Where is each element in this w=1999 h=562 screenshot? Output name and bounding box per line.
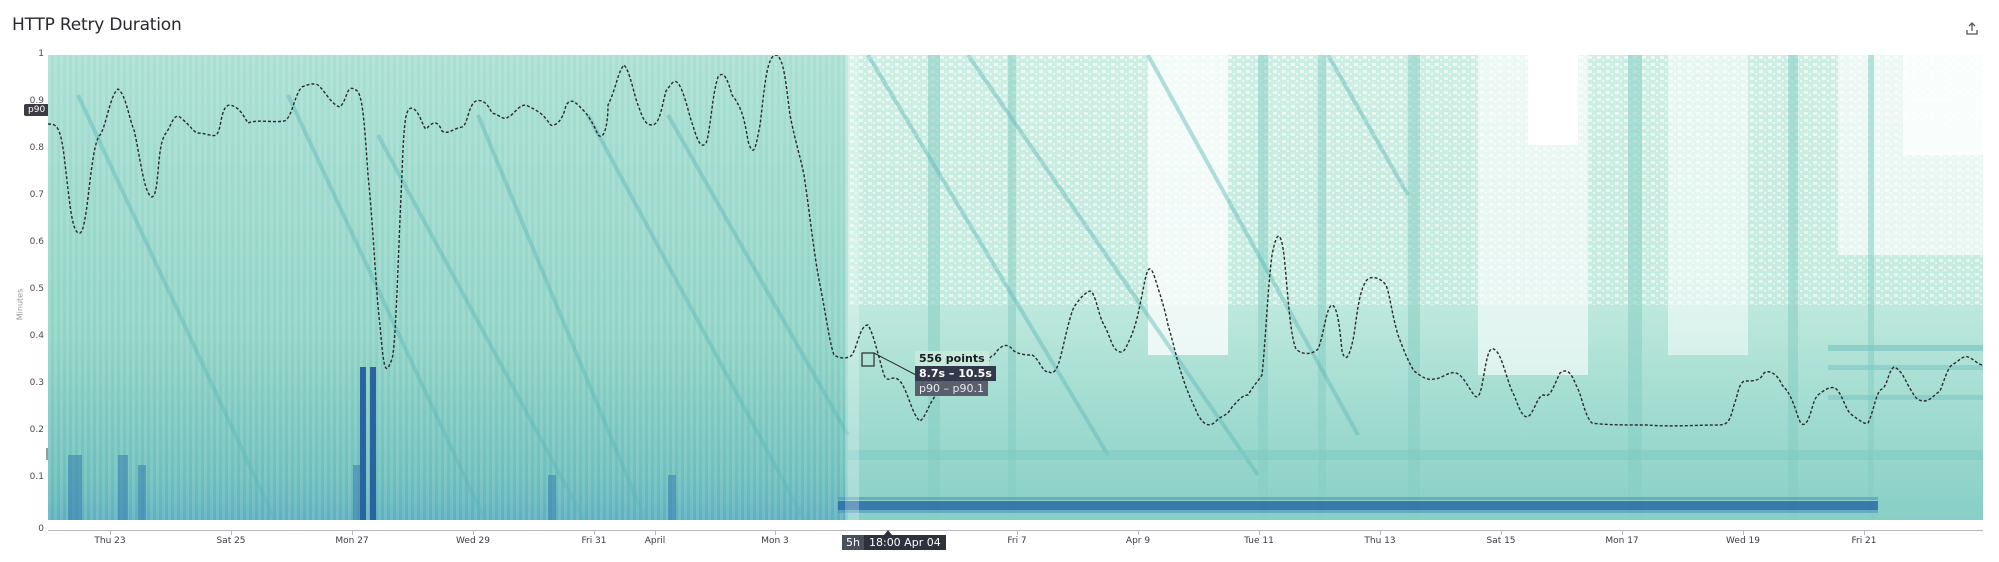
x-tick-label: Sat 15 [1486,536,1516,546]
tooltip-percentile: p90 – p90.1 [915,381,988,396]
y-axis-label: Minutes [15,288,25,321]
x-axis [48,530,1983,531]
x-tick-label: Thu 23 [94,536,126,546]
y-tick: 0.4 [29,331,44,341]
x-tick-label: Wed 29 [456,536,490,546]
x-tick-label: Fri 7 [1007,536,1027,546]
y-tick: 0.2 [29,425,44,435]
widget-title: HTTP Retry Duration [12,15,182,35]
x-tick-label: Mon 17 [1605,536,1639,546]
export-upload-icon[interactable] [1963,20,1981,38]
y-tick: 0.7 [29,190,44,200]
x-tick-label: Fri 21 [1851,536,1877,546]
x-tick-label: Mon 3 [761,536,789,546]
x-tick-label: Tue 11 [1244,536,1274,546]
tooltip-range: 8.7s – 10.5s [915,366,996,381]
x-tick-label: Apr 9 [1125,536,1151,546]
tooltip-points: 556 points [915,351,989,366]
hover-tooltip: 556 points 8.7s – 10.5s p90 – p90.1 [915,351,996,396]
y-tick: 0.1 [29,472,44,482]
p90-series-marker[interactable]: p90 [24,104,50,116]
x-tick-label: Thu 13 [1364,536,1396,546]
y-tick: 0.9 [29,96,44,106]
y-tick: 0.8 [29,143,44,153]
heatmap-plot[interactable] [48,55,1983,527]
y-tick: 0.6 [29,237,44,247]
x-tick-label: Mon 27 [335,536,369,546]
cursor-caret-icon [884,530,892,535]
y-tick: 1 [38,49,44,59]
cursor-granularity: 5h [842,535,864,550]
x-tick-label: April [644,536,666,546]
cursor-time-label: 5h 18:00 Apr 04 [842,535,946,550]
y-tick: 0 [38,524,44,534]
range-handle[interactable] [46,448,48,460]
x-tick-label: Fri 31 [581,536,607,546]
x-tick-label: Sat 25 [216,536,246,546]
y-tick: 0.3 [29,378,44,388]
cursor-time: 18:00 Apr 04 [863,535,946,550]
x-tick-label: Wed 19 [1726,536,1760,546]
y-tick: 0.5 [29,284,44,294]
